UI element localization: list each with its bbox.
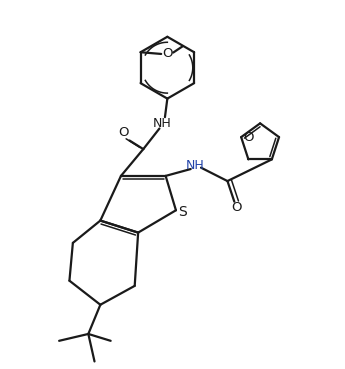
- Text: NH: NH: [153, 117, 171, 130]
- Text: O: O: [243, 131, 253, 144]
- Text: S: S: [178, 205, 187, 219]
- Text: O: O: [162, 48, 172, 61]
- Text: O: O: [118, 126, 129, 139]
- Text: O: O: [231, 201, 242, 214]
- Text: NH: NH: [186, 159, 204, 172]
